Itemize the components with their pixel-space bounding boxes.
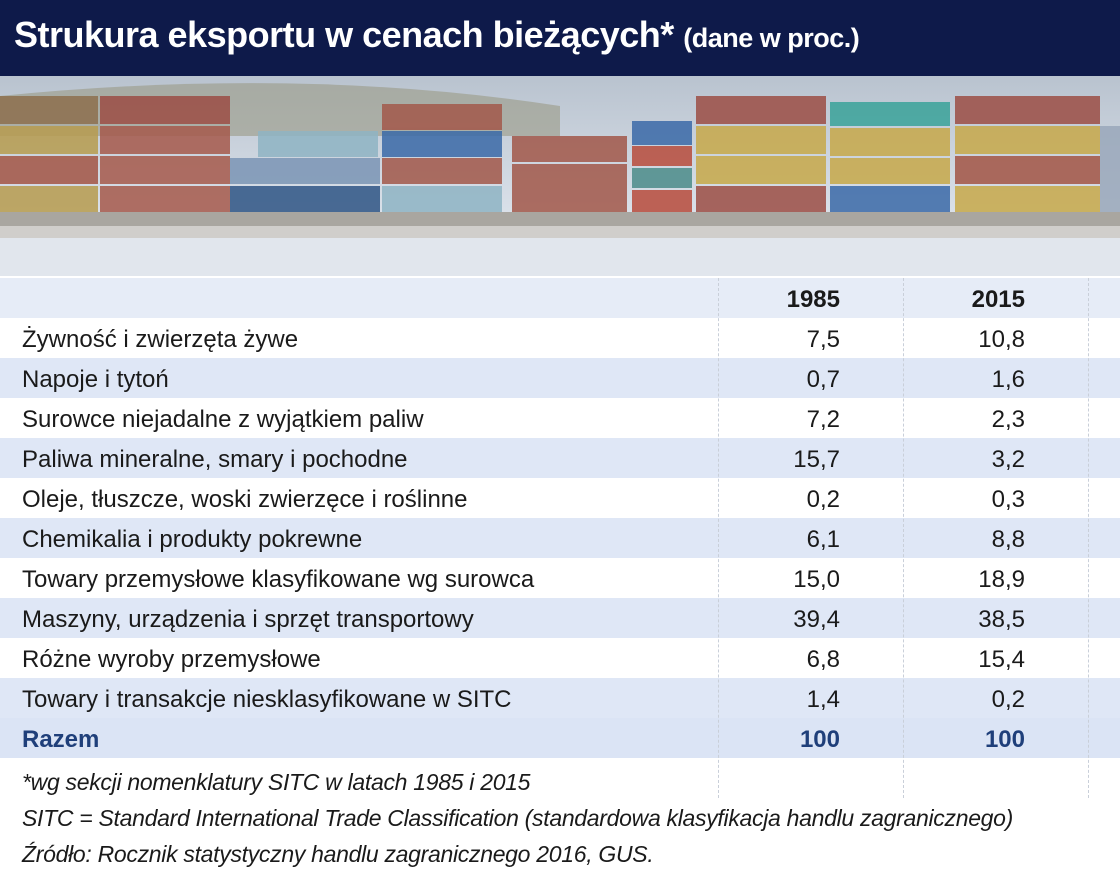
cell-value: 38,5 <box>978 606 1025 633</box>
cell-value: 8,8 <box>991 526 1025 553</box>
column-divider <box>718 278 719 798</box>
notes: *wg sekcji nomenklatury SITC w latach 19… <box>22 764 1013 872</box>
container-photo <box>0 76 1120 276</box>
cell-value: 15,7 <box>793 446 840 473</box>
table-row: Towary przemysłowe klasyfikowane wg suro… <box>0 558 1120 598</box>
cell-value: 7,5 <box>806 326 840 353</box>
table-row: Surowce niejadalne z wyjątkiem paliw 7,2 2… <box>0 398 1120 438</box>
cell-value: 15,0 <box>793 566 840 593</box>
cell-value: 7,2 <box>806 406 840 433</box>
row-label: Towary i transakcje niesklasyfikowane w … <box>22 686 512 713</box>
note: Źródło: Rocznik statystyczny handlu zagr… <box>22 841 654 867</box>
title: Strukura eksportu w cenach bieżących* <box>14 14 674 55</box>
row-label: Paliwa mineralne, smary i pochodne <box>22 446 408 473</box>
cell-value: 2,3 <box>991 406 1025 433</box>
cell-value: 1,4 <box>806 686 840 713</box>
cell-value: 6,1 <box>806 526 840 553</box>
row-label: Towary przemysłowe klasyfikowane wg suro… <box>22 566 535 593</box>
table-row: Paliwa mineralne, smary i pochodne 15,7 3,… <box>0 438 1120 478</box>
total-label: Razem <box>22 726 100 753</box>
cell-value: 0,2 <box>806 486 840 513</box>
table-row: Żywność i zwierzęta żywe 7,5 10,8 <box>0 318 1120 358</box>
cell-value: 0,7 <box>806 366 840 393</box>
row-label: Różne wyroby przemysłowe <box>22 646 321 673</box>
table-row: Różne wyroby przemysłowe 6,8 15,4 <box>0 638 1120 678</box>
cell-value: 10,8 <box>978 326 1025 353</box>
table-row: Napoje i tytoń 0,7 1,6 <box>0 358 1120 398</box>
table-row: Oleje, tłuszcze, woski zwierzęce i rośli… <box>0 478 1120 518</box>
total-value: 100 <box>984 726 1025 753</box>
header: Strukura eksportu w cenach bieżących* (d… <box>0 0 1120 76</box>
row-label: Żywność i zwierzęta żywe <box>22 326 299 353</box>
table-row: Maszyny, urządzenia i sprzęt transportow… <box>0 598 1120 638</box>
cell-value: 18,9 <box>978 566 1025 593</box>
total-row: Razem 100 100 <box>0 718 1120 758</box>
column-header: 2015 <box>971 286 1025 313</box>
row-label: Napoje i tytoń <box>22 366 169 393</box>
table-row: Towary i transakcje niesklasyfikowane w … <box>0 678 1120 718</box>
column-divider <box>1088 278 1089 798</box>
total-value: 100 <box>799 726 840 753</box>
note: SITC = Standard International Trade Clas… <box>22 805 1014 831</box>
row-label: Maszyny, urządzenia i sprzęt transportow… <box>22 606 474 633</box>
title-line: Strukura eksportu w cenach bieżących* (d… <box>14 14 860 56</box>
column-header: 1985 <box>786 286 840 313</box>
table: 1985 2015 Żywność i zwierzęta żywe 7,5 10,8 N… <box>0 278 1120 758</box>
cell-value: 3,2 <box>991 446 1025 473</box>
cell-value: 6,8 <box>806 646 840 673</box>
cell-value: 0,2 <box>991 686 1025 713</box>
note: *wg sekcji nomenklatury SITC w latach 19… <box>22 769 531 795</box>
cell-value: 0,3 <box>991 486 1025 513</box>
cell-value: 1,6 <box>991 366 1025 393</box>
column-divider <box>903 278 904 798</box>
table-row: Chemikalia i produkty pokrewne 6,1 8,8 <box>0 518 1120 558</box>
cell-value: 15,4 <box>978 646 1025 673</box>
cell-value: 39,4 <box>793 606 840 633</box>
row-label: Chemikalia i produkty pokrewne <box>22 526 363 553</box>
row-label: Oleje, tłuszcze, woski zwierzęce i rośli… <box>22 486 468 513</box>
row-label: Surowce niejadalne z wyjątkiem paliw <box>22 406 424 433</box>
header-row: 1985 2015 <box>0 278 1120 318</box>
subtitle: (dane w proc.) <box>683 23 860 53</box>
